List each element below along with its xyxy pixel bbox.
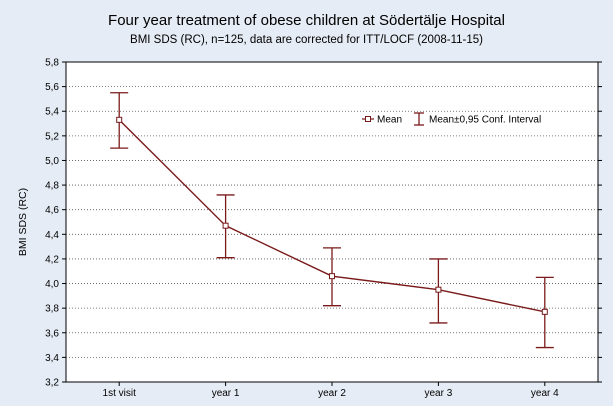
x-axis: 1st visit year 1 year 2 year 3 year 4 <box>103 382 559 399</box>
plot-area <box>65 61 599 383</box>
x-tick-label: 1st visit <box>103 388 137 399</box>
y-tick-label: 5,2 <box>45 131 59 142</box>
x-tick-label: year 1 <box>212 388 240 399</box>
y-tick-label: 3,8 <box>45 304 59 315</box>
series-mean <box>110 92 554 349</box>
x-tick-label: year 4 <box>531 388 559 399</box>
chart-title: Four year treatment of obese children at… <box>108 12 505 29</box>
y-tick-label: 5,0 <box>45 156 59 167</box>
y-tick-label: 4,8 <box>45 181 59 192</box>
y-tick-label: 3,4 <box>45 353 59 364</box>
mean-point <box>435 286 442 293</box>
mean-point <box>329 273 335 280</box>
y-tick-label: 3,6 <box>45 328 59 339</box>
legend-mean-label: Mean <box>377 115 402 126</box>
legend-ci-icon <box>414 112 424 126</box>
legend-mean-marker <box>365 116 371 122</box>
y-tick-label: 4,0 <box>45 279 59 290</box>
x-tick-label: year 3 <box>425 388 453 399</box>
mean-point <box>541 308 548 315</box>
mean-point <box>222 222 229 229</box>
legend: Mean Mean±0,95 Conf. Interval <box>362 112 541 126</box>
y-tick-label: 4,4 <box>45 230 59 241</box>
y-tick-label: 3,2 <box>45 378 59 389</box>
x-tick-label: year 2 <box>318 388 346 399</box>
legend-ci-label: Mean±0,95 Conf. Interval <box>429 115 541 126</box>
mean-point <box>116 116 123 123</box>
y-tick-label: 4,2 <box>45 254 59 265</box>
y-axis-label: BMI SDS (RC) <box>17 188 29 256</box>
chart-subtitle: BMI SDS (RC), n=125, data are corrected … <box>130 34 483 46</box>
y-tick-label: 5,6 <box>45 82 59 93</box>
y-tick-label: 5,4 <box>45 107 59 118</box>
y-tick-label: 4,6 <box>45 205 59 216</box>
y-axis: 3,2 3,4 3,6 3,8 4,0 4,2 4,4 4,6 4,8 5,0 5,2 5,4 5,6 5… <box>45 58 602 389</box>
y-tick-label: 5,8 <box>45 58 59 69</box>
